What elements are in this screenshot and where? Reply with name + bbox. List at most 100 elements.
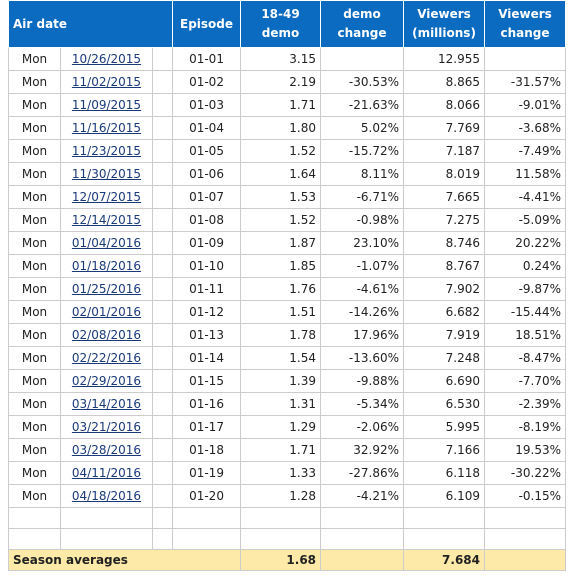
episode: 01-09: [172, 231, 242, 255]
spacer-cell: [151, 139, 174, 163]
demo: 1.71: [240, 93, 322, 117]
date-link[interactable]: 03/28/2016: [71, 443, 142, 457]
demo: 1.54: [240, 346, 322, 370]
data-row: Mon 04/18/2016 01-20 1.28 -4.21% 6.109 -0.15%: [8, 484, 567, 508]
demo: 1.87: [240, 231, 322, 255]
data-row: Mon 02/01/2016 01-12 1.51 -14.26% 6.682 -15.44…: [8, 300, 567, 324]
date-link[interactable]: 11/30/2015: [71, 167, 142, 181]
date-link[interactable]: 11/09/2015: [71, 98, 142, 112]
viewers: 12.955: [403, 47, 486, 71]
empty-row: [8, 507, 567, 529]
day: Mon: [8, 208, 61, 232]
date-link[interactable]: 11/02/2015: [71, 75, 142, 89]
data-row: Mon 10/26/2015 01-01 3.15 12.955: [8, 47, 567, 71]
date-link[interactable]: 03/21/2016: [71, 420, 142, 434]
footer-label: Season averages: [7, 549, 242, 571]
episode: 01-18: [172, 438, 242, 462]
demo: 1.51: [240, 300, 322, 324]
viewers: 7.275: [403, 208, 486, 232]
data-row: Mon 03/28/2016 01-18 1.71 32.92% 7.166 19.53%: [8, 438, 567, 462]
demo-change: 5.02%: [320, 116, 405, 140]
data-row: Mon 11/09/2015 01-03 1.71 -21.63% 8.066 -9.01%: [8, 93, 567, 117]
date-link[interactable]: 12/07/2015: [71, 190, 142, 204]
data-row: Mon 02/08/2016 01-13 1.78 17.96% 7.919 18.51%: [8, 323, 567, 347]
episode: 01-02: [172, 70, 242, 94]
demo-change: -2.06%: [320, 415, 405, 439]
demo-change: -21.63%: [320, 93, 405, 117]
data-row: Mon 11/23/2015 01-05 1.52 -15.72% 7.187 -7.49%: [8, 139, 567, 163]
data-row: Mon 11/02/2015 01-02 2.19 -30.53% 8.865 -31.57…: [8, 70, 567, 94]
header-cell: Air date: [7, 0, 174, 48]
date-link[interactable]: 10/26/2015: [71, 52, 142, 66]
demo: 1.29: [240, 415, 322, 439]
spacer-cell: [151, 162, 174, 186]
demo-change: -9.88%: [320, 369, 405, 393]
date-link[interactable]: 11/16/2015: [71, 121, 142, 135]
viewers-change: 20.22%: [484, 231, 567, 255]
date-link[interactable]: 01/25/2016: [71, 282, 142, 296]
spacer-cell: [151, 461, 174, 485]
data-row: Mon 03/21/2016 01-17 1.29 -2.06% 5.995 -8.19%: [8, 415, 567, 439]
air-date: 03/28/2016: [60, 438, 153, 462]
episode: 01-13: [172, 323, 242, 347]
viewers-change: -8.19%: [484, 415, 567, 439]
footer-viewers: 7.684: [403, 549, 486, 571]
date-link[interactable]: 02/29/2016: [71, 374, 142, 388]
viewers: 6.530: [403, 392, 486, 416]
demo: 1.71: [240, 438, 322, 462]
date-link[interactable]: 01/18/2016: [71, 259, 142, 273]
date-link[interactable]: 01/04/2016: [71, 236, 142, 250]
air-date: 01/25/2016: [60, 277, 153, 301]
episode: 01-15: [172, 369, 242, 393]
spacer-cell: [151, 231, 174, 255]
viewers-change: -9.87%: [484, 277, 567, 301]
day: Mon: [8, 47, 61, 71]
viewers: 6.118: [403, 461, 486, 485]
air-date: 02/08/2016: [60, 323, 153, 347]
date-link[interactable]: 04/11/2016: [71, 466, 142, 480]
date-link[interactable]: 12/14/2015: [71, 213, 142, 227]
air-date: 02/29/2016: [60, 369, 153, 393]
demo: 2.19: [240, 70, 322, 94]
data-row: Mon 01/25/2016 01-11 1.76 -4.61% 7.902 -9.87%: [8, 277, 567, 301]
data-row: Mon 02/29/2016 01-15 1.39 -9.88% 6.690 -7.70%: [8, 369, 567, 393]
day: Mon: [8, 93, 61, 117]
viewers-change: -3.68%: [484, 116, 567, 140]
demo-change: 8.11%: [320, 162, 405, 186]
spacer-cell: [151, 346, 174, 370]
episode: 01-17: [172, 415, 242, 439]
spacer-cell: [151, 484, 174, 508]
day: Mon: [8, 70, 61, 94]
demo-change: -5.34%: [320, 392, 405, 416]
viewers-change: -9.01%: [484, 93, 567, 117]
date-link[interactable]: 02/08/2016: [71, 328, 142, 342]
episode: 01-01: [172, 47, 242, 71]
demo-change: -4.61%: [320, 277, 405, 301]
episode: 01-12: [172, 300, 242, 324]
day: Mon: [8, 300, 61, 324]
day: Mon: [8, 162, 61, 186]
date-link[interactable]: 02/01/2016: [71, 305, 142, 319]
header-cell: Viewers (millions): [403, 0, 486, 48]
viewers-change: -2.39%: [484, 392, 567, 416]
demo-change: -4.21%: [320, 484, 405, 508]
day: Mon: [8, 277, 61, 301]
episode: 01-04: [172, 116, 242, 140]
viewers: 7.665: [403, 185, 486, 209]
date-link[interactable]: 11/23/2015: [71, 144, 142, 158]
day: Mon: [8, 369, 61, 393]
spacer-cell: [151, 438, 174, 462]
spacer-cell: [151, 254, 174, 278]
header-cell: Episode: [172, 0, 242, 48]
date-link[interactable]: 03/14/2016: [71, 397, 142, 411]
demo: 1.76: [240, 277, 322, 301]
viewers: 6.682: [403, 300, 486, 324]
date-link[interactable]: 02/22/2016: [71, 351, 142, 365]
spacer-cell: [151, 116, 174, 140]
data-row: Mon 01/04/2016 01-09 1.87 23.10% 8.746 20.22%: [8, 231, 567, 255]
date-link[interactable]: 04/18/2016: [71, 489, 142, 503]
viewers: 5.995: [403, 415, 486, 439]
episode: 01-08: [172, 208, 242, 232]
demo: 1.28: [240, 484, 322, 508]
spacer-cell: [151, 369, 174, 393]
